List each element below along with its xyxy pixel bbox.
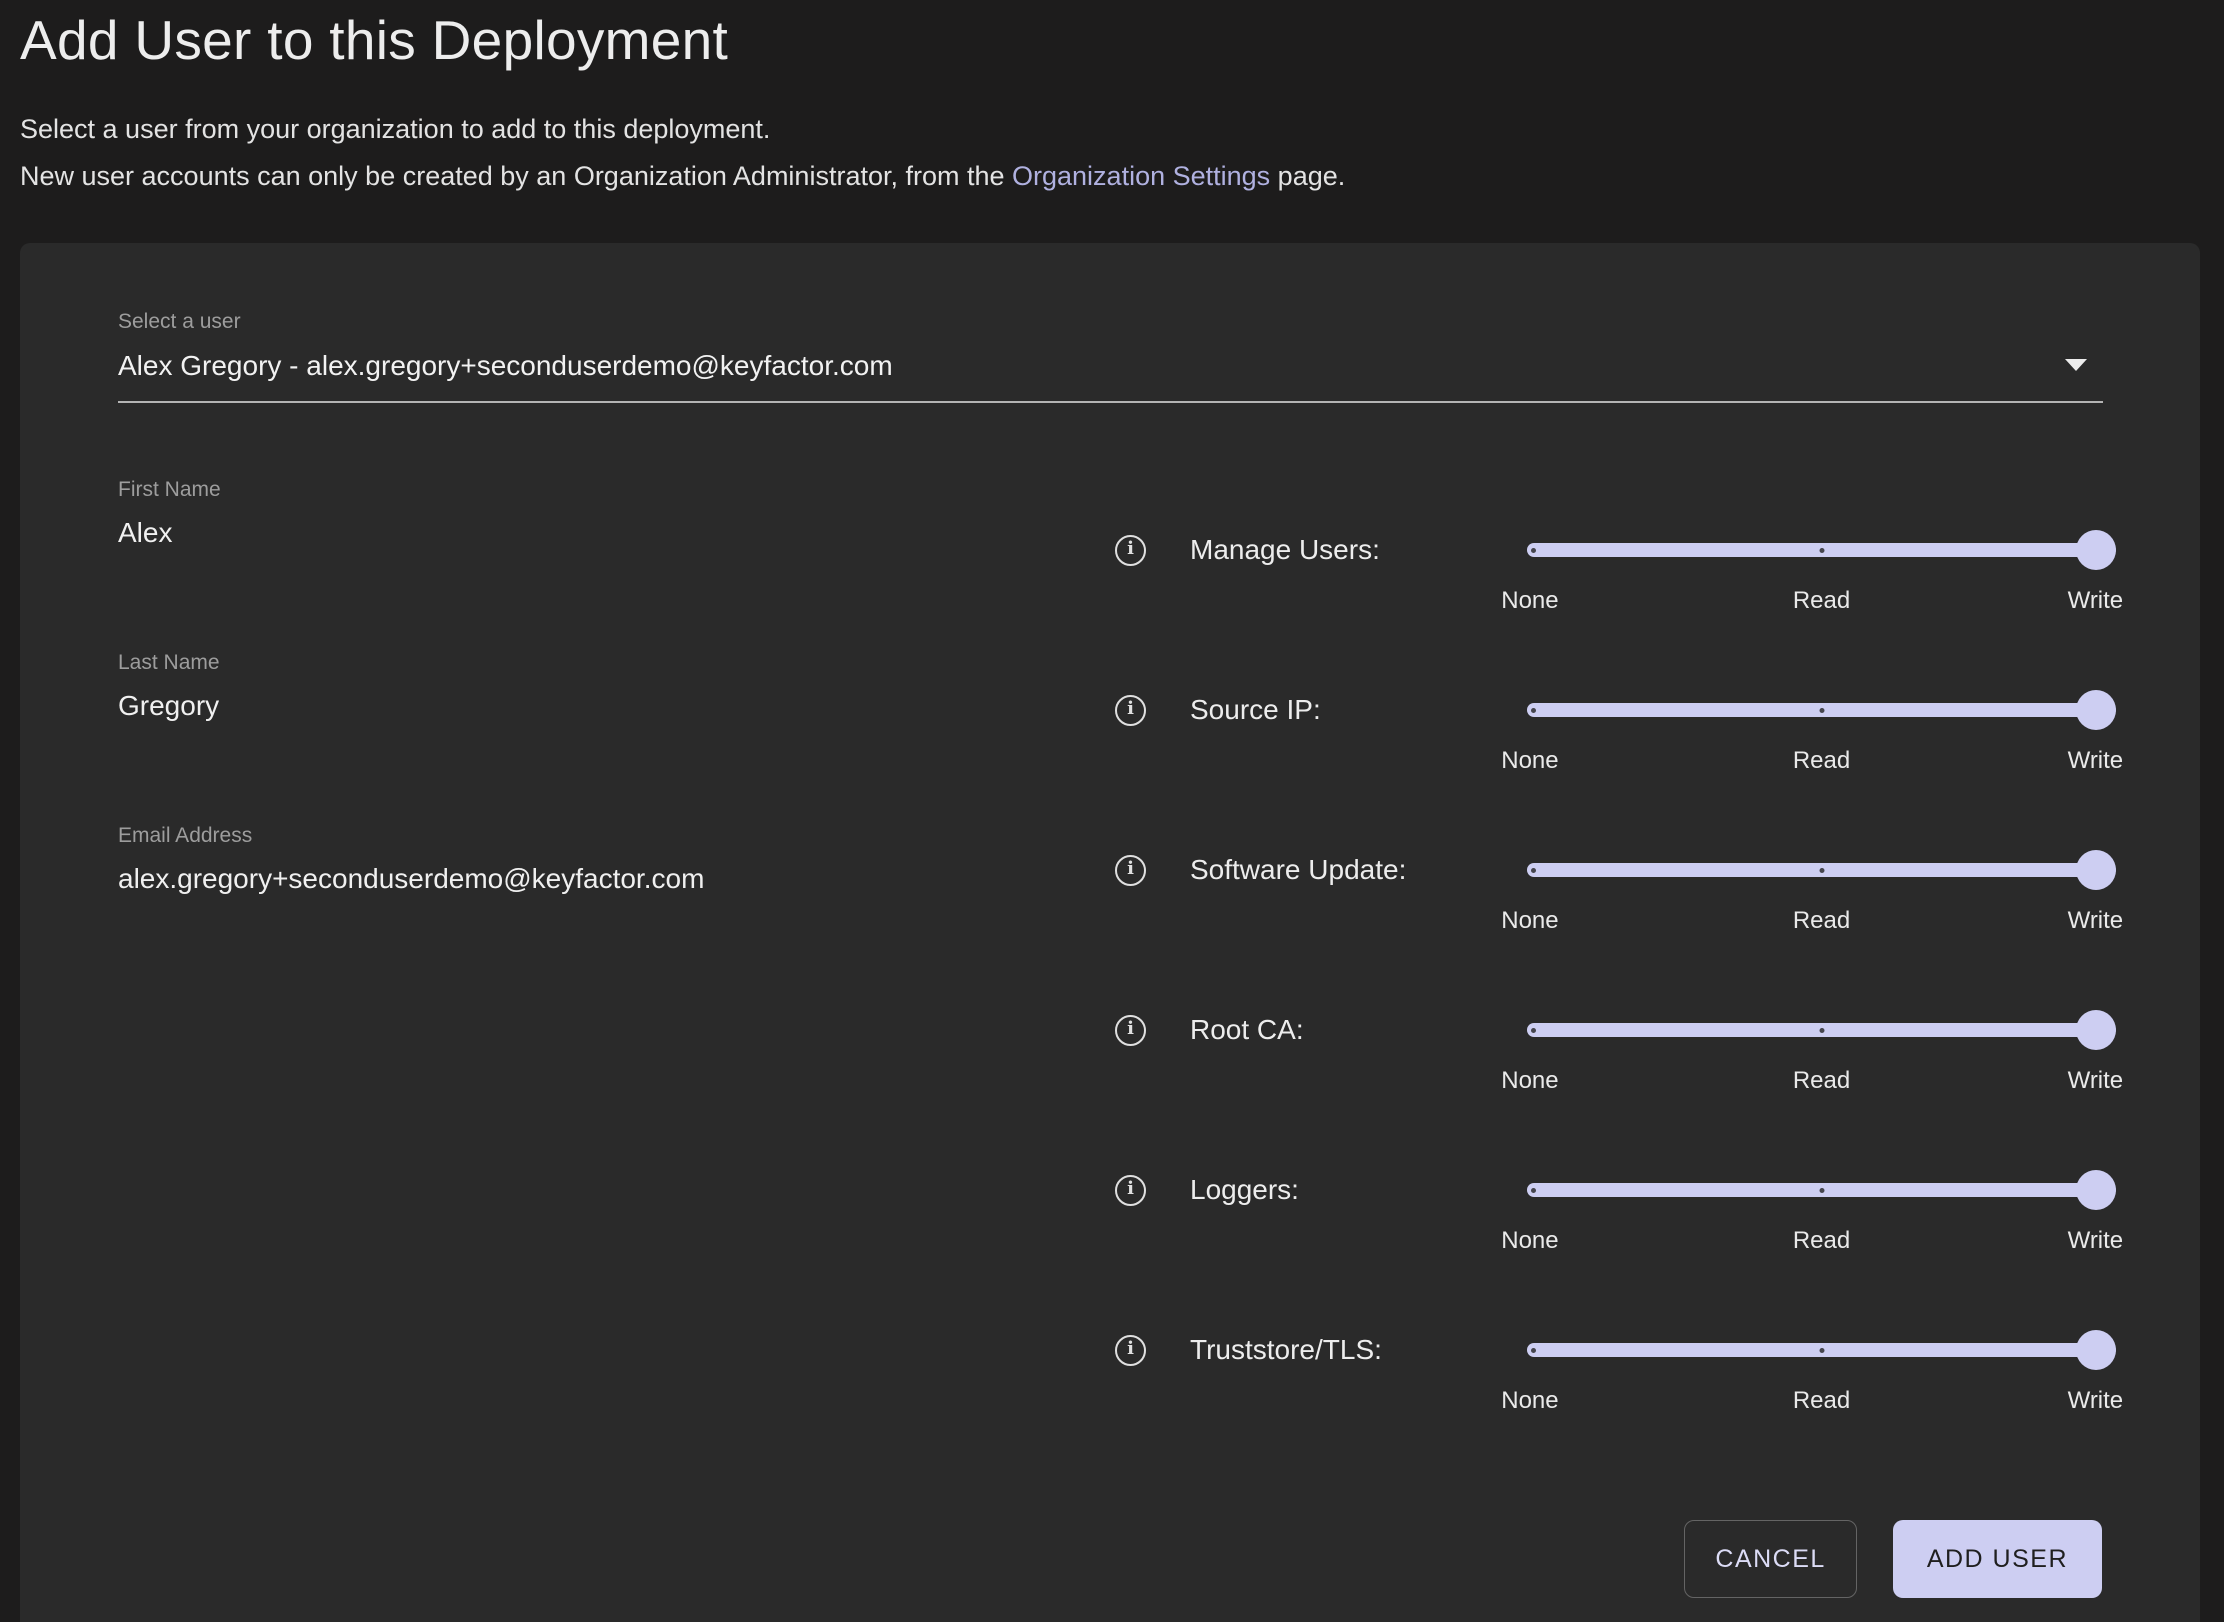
user-detail-fields: First Name Alex Last Name Gregory Email … [118, 477, 1058, 996]
user-select-label: Select a user [118, 309, 2103, 335]
permission-label: Software Update: [1190, 854, 1406, 886]
source-ip-slider[interactable] [1527, 695, 2116, 725]
slider-mark-none [1531, 548, 1536, 553]
last-name-value: Gregory [118, 688, 1058, 724]
first-name-label: First Name [118, 477, 1058, 503]
scale-write: Write [2068, 1387, 2124, 1415]
scale-read: Read [1793, 1387, 1850, 1415]
slider-mark-none [1531, 868, 1536, 873]
user-select-value: Alex Gregory - alex.gregory+seconduserde… [118, 349, 2103, 383]
scale-none: None [1501, 1067, 1558, 1095]
description-line2-prefix: New user accounts can only be created by… [20, 161, 1012, 191]
dialog-header: Add User to this Deployment Select a use… [20, 0, 2204, 200]
permission-row-source-ip: i Source IP: None Read Write [1115, 687, 2125, 774]
slider-thumb[interactable] [2076, 530, 2116, 570]
scale-none: None [1501, 587, 1558, 615]
permission-row-software-update: i Software Update: None Read Write [1115, 847, 2125, 934]
slider-thumb[interactable] [2076, 1170, 2116, 1210]
scale-read: Read [1793, 747, 1850, 775]
scale-write: Write [2068, 587, 2124, 615]
scale-read: Read [1793, 907, 1850, 935]
slider-thumb[interactable] [2076, 1010, 2116, 1050]
slider-mark-read [1819, 548, 1824, 553]
scale-none: None [1501, 1227, 1558, 1255]
description-line2-suffix: page. [1270, 161, 1345, 191]
scale-write: Write [2068, 1067, 2124, 1095]
scale-read: Read [1793, 1227, 1850, 1255]
permission-row-truststore-tls: i Truststore/TLS: None Read Write [1115, 1327, 2125, 1414]
last-name-field: Last Name Gregory [118, 650, 1058, 724]
manage-users-slider[interactable] [1527, 535, 2116, 565]
scale-write: Write [2068, 907, 2124, 935]
slider-scale: None Read Write [1527, 1387, 2116, 1417]
scale-write: Write [2068, 747, 2124, 775]
slider-mark-none [1531, 1188, 1536, 1193]
slider-thumb[interactable] [2076, 690, 2116, 730]
slider-mark-read [1819, 1348, 1824, 1353]
slider-scale: None Read Write [1527, 747, 2116, 777]
scale-none: None [1501, 747, 1558, 775]
info-icon[interactable]: i [1115, 1335, 1146, 1366]
user-select[interactable]: Select a user Alex Gregory - alex.gregor… [118, 309, 2103, 403]
permissions-panel: i Manage Users: None Read Write i Source… [1115, 527, 2125, 1487]
slider-mark-none [1531, 1348, 1536, 1353]
slider-thumb[interactable] [2076, 850, 2116, 890]
first-name-value: Alex [118, 515, 1058, 551]
software-update-slider[interactable] [1527, 855, 2116, 885]
add-user-button[interactable]: ADD USER [1893, 1520, 2102, 1598]
permission-label: Root CA: [1190, 1014, 1304, 1046]
slider-scale: None Read Write [1527, 1227, 2116, 1257]
email-address-field: Email Address alex.gregory+seconduserdem… [118, 823, 1058, 897]
page-title: Add User to this Deployment [20, 8, 2204, 72]
slider-mark-read [1819, 1028, 1824, 1033]
scale-none: None [1501, 907, 1558, 935]
first-name-field: First Name Alex [118, 477, 1058, 551]
truststore-tls-slider[interactable] [1527, 1335, 2116, 1365]
info-icon[interactable]: i [1115, 695, 1146, 726]
info-icon[interactable]: i [1115, 855, 1146, 886]
slider-mark-none [1531, 708, 1536, 713]
scale-write: Write [2068, 1227, 2124, 1255]
permission-label: Truststore/TLS: [1190, 1334, 1382, 1366]
loggers-slider[interactable] [1527, 1175, 2116, 1205]
permission-label: Loggers: [1190, 1174, 1299, 1206]
permission-row-loggers: i Loggers: None Read Write [1115, 1167, 2125, 1254]
slider-scale: None Read Write [1527, 907, 2116, 937]
user-select-control[interactable]: Alex Gregory - alex.gregory+seconduserde… [118, 349, 2103, 403]
scale-read: Read [1793, 587, 1850, 615]
permission-row-manage-users: i Manage Users: None Read Write [1115, 527, 2125, 614]
slider-mark-read [1819, 1188, 1824, 1193]
last-name-label: Last Name [118, 650, 1058, 676]
email-address-label: Email Address [118, 823, 1058, 849]
add-user-card: Select a user Alex Gregory - alex.gregor… [20, 243, 2200, 1622]
info-icon[interactable]: i [1115, 1175, 1146, 1206]
slider-thumb[interactable] [2076, 1330, 2116, 1370]
info-icon[interactable]: i [1115, 535, 1146, 566]
root-ca-slider[interactable] [1527, 1015, 2116, 1045]
scale-none: None [1501, 1387, 1558, 1415]
slider-mark-read [1819, 708, 1824, 713]
cancel-button[interactable]: CANCEL [1684, 1520, 1856, 1598]
description-line1: Select a user from your organization to … [20, 114, 770, 144]
permission-label: Manage Users: [1190, 534, 1380, 566]
slider-scale: None Read Write [1527, 587, 2116, 617]
chevron-down-icon[interactable] [2065, 359, 2087, 371]
scale-read: Read [1793, 1067, 1850, 1095]
organization-settings-link[interactable]: Organization Settings [1012, 161, 1270, 191]
info-icon[interactable]: i [1115, 1015, 1146, 1046]
slider-mark-read [1819, 868, 1824, 873]
page-description: Select a user from your organization to … [20, 106, 2204, 200]
slider-mark-none [1531, 1028, 1536, 1033]
permission-label: Source IP: [1190, 694, 1321, 726]
email-address-value: alex.gregory+seconduserdemo@keyfactor.co… [118, 861, 1058, 897]
permission-row-root-ca: i Root CA: None Read Write [1115, 1007, 2125, 1094]
dialog-actions: CANCEL ADD USER [1684, 1520, 2102, 1598]
slider-scale: None Read Write [1527, 1067, 2116, 1097]
